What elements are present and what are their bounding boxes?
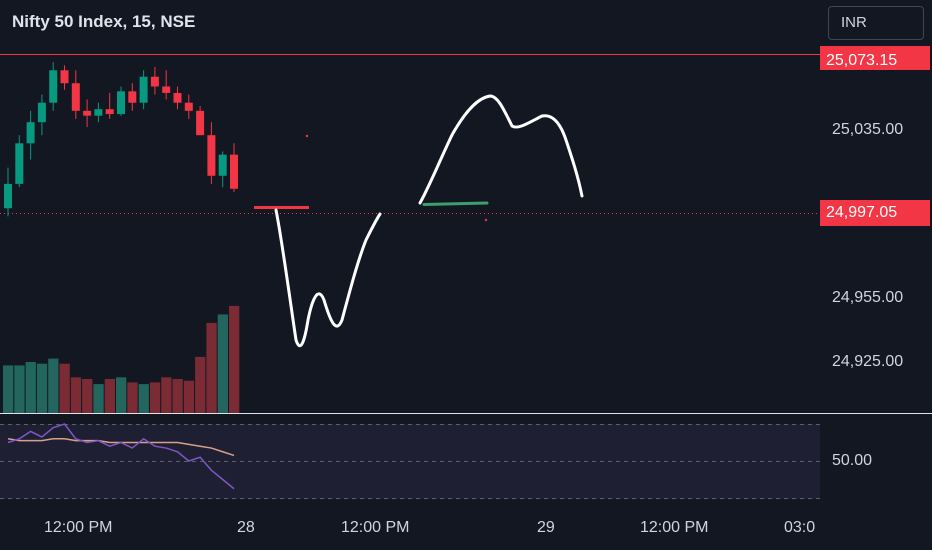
time-axis-label: 28 bbox=[237, 519, 255, 536]
price-axis-label: 24,925.00 bbox=[832, 353, 904, 370]
drawing-white-curve-left[interactable] bbox=[274, 208, 382, 348]
candle bbox=[71, 70, 80, 119]
volume-bar bbox=[3, 365, 14, 413]
volume-bar bbox=[36, 363, 48, 413]
candle bbox=[4, 167, 12, 217]
volume-bar bbox=[59, 363, 70, 413]
candle bbox=[139, 70, 148, 110]
candle bbox=[26, 110, 35, 160]
candle bbox=[150, 66, 159, 95]
volume-bar bbox=[14, 365, 25, 413]
volume-bar bbox=[161, 377, 172, 413]
current-price-tag: 24,997.05 bbox=[820, 200, 930, 226]
candle bbox=[83, 99, 92, 128]
volume-bar bbox=[93, 384, 104, 413]
candle bbox=[49, 62, 58, 111]
time-axis-label: 03:0 bbox=[784, 519, 816, 536]
time-axis-label: 12:00 PM bbox=[341, 519, 410, 536]
volume-bar bbox=[206, 322, 217, 413]
volume-bar bbox=[25, 362, 36, 413]
candle bbox=[128, 83, 137, 111]
chart-title: Nifty 50 Index, 15, NSE bbox=[12, 12, 196, 31]
candle bbox=[218, 151, 227, 188]
rsi-lines bbox=[7, 423, 235, 490]
time-axis-label: 12:00 PM bbox=[44, 519, 113, 536]
candle bbox=[105, 92, 114, 119]
candle bbox=[230, 143, 238, 192]
price-axis-label: 24,955.00 bbox=[832, 289, 904, 306]
volume-bar bbox=[116, 377, 127, 413]
volume-bar bbox=[138, 384, 149, 413]
time-axis-label: 29 bbox=[537, 519, 555, 536]
candle bbox=[173, 86, 182, 110]
volume-bar bbox=[195, 356, 206, 413]
volume-bar bbox=[217, 314, 228, 413]
price-axis-label: 25,035.00 bbox=[832, 121, 904, 138]
currency-button[interactable]: INR bbox=[828, 6, 924, 40]
rsi-axis-label: 50.00 bbox=[832, 452, 873, 469]
drawing-white-curve-right[interactable] bbox=[418, 94, 584, 205]
candle bbox=[60, 65, 69, 90]
volume-bar bbox=[229, 305, 240, 413]
volume-bar bbox=[183, 380, 195, 413]
candle bbox=[184, 94, 193, 119]
volume-bars bbox=[3, 305, 240, 413]
volume-bar bbox=[149, 382, 161, 413]
candle bbox=[37, 94, 46, 136]
volume-bar bbox=[48, 358, 59, 413]
volume-bar bbox=[82, 379, 93, 413]
candle bbox=[15, 135, 24, 188]
drawing-dot bbox=[305, 134, 309, 138]
candles bbox=[4, 62, 238, 217]
high-price-tag: 25,073.15 bbox=[820, 46, 930, 70]
candle bbox=[94, 102, 103, 123]
volume-bar bbox=[104, 379, 115, 413]
candle bbox=[117, 86, 125, 116]
volume-bar bbox=[127, 382, 138, 413]
rsi-line bbox=[7, 423, 235, 490]
volume-bar bbox=[70, 377, 82, 413]
candle bbox=[207, 122, 216, 184]
drawing-dot bbox=[484, 218, 488, 222]
candle bbox=[196, 105, 205, 136]
time-axis-label: 12:00 PM bbox=[640, 519, 709, 536]
candle bbox=[162, 70, 171, 100]
drawing-green-segment[interactable] bbox=[422, 201, 489, 206]
volume-bar bbox=[172, 379, 183, 413]
